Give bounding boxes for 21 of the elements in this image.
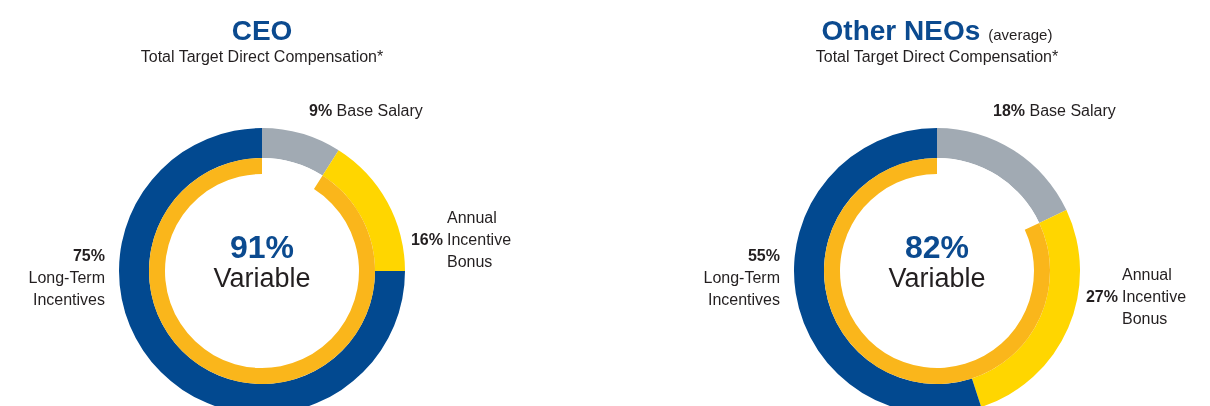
slice-label: Annual Incentive Bonus xyxy=(1122,265,1187,327)
text: (average) xyxy=(988,26,1053,43)
slice-label: Variable xyxy=(213,263,311,293)
data-label: 27% xyxy=(1085,287,1118,305)
data-label: 16% xyxy=(410,230,443,248)
slice-label: Long-Term Incentives xyxy=(28,269,105,308)
data-label: 75% xyxy=(72,247,105,264)
data-label: 55% xyxy=(747,247,780,264)
data-label: 82% xyxy=(904,229,970,265)
data-label: 9% xyxy=(309,102,333,119)
chart-subtitle: Total Target Direct Compensation* xyxy=(140,48,384,65)
slice-label: Base Salary xyxy=(332,102,423,119)
chart-subtitle: Total Target Direct Compensation* xyxy=(815,48,1059,65)
slice-label: Base Salary xyxy=(1025,102,1116,119)
data-label: 18% xyxy=(993,102,1026,119)
data-label: 91% xyxy=(229,229,295,265)
chart-title: Other NEOs xyxy=(821,15,981,46)
slice-label: Annual Incentive Bonus xyxy=(447,208,512,270)
chart-title: CEO xyxy=(231,15,293,46)
slice-label: Variable xyxy=(888,263,986,293)
slice-label: Long-Term Incentives xyxy=(703,269,780,308)
